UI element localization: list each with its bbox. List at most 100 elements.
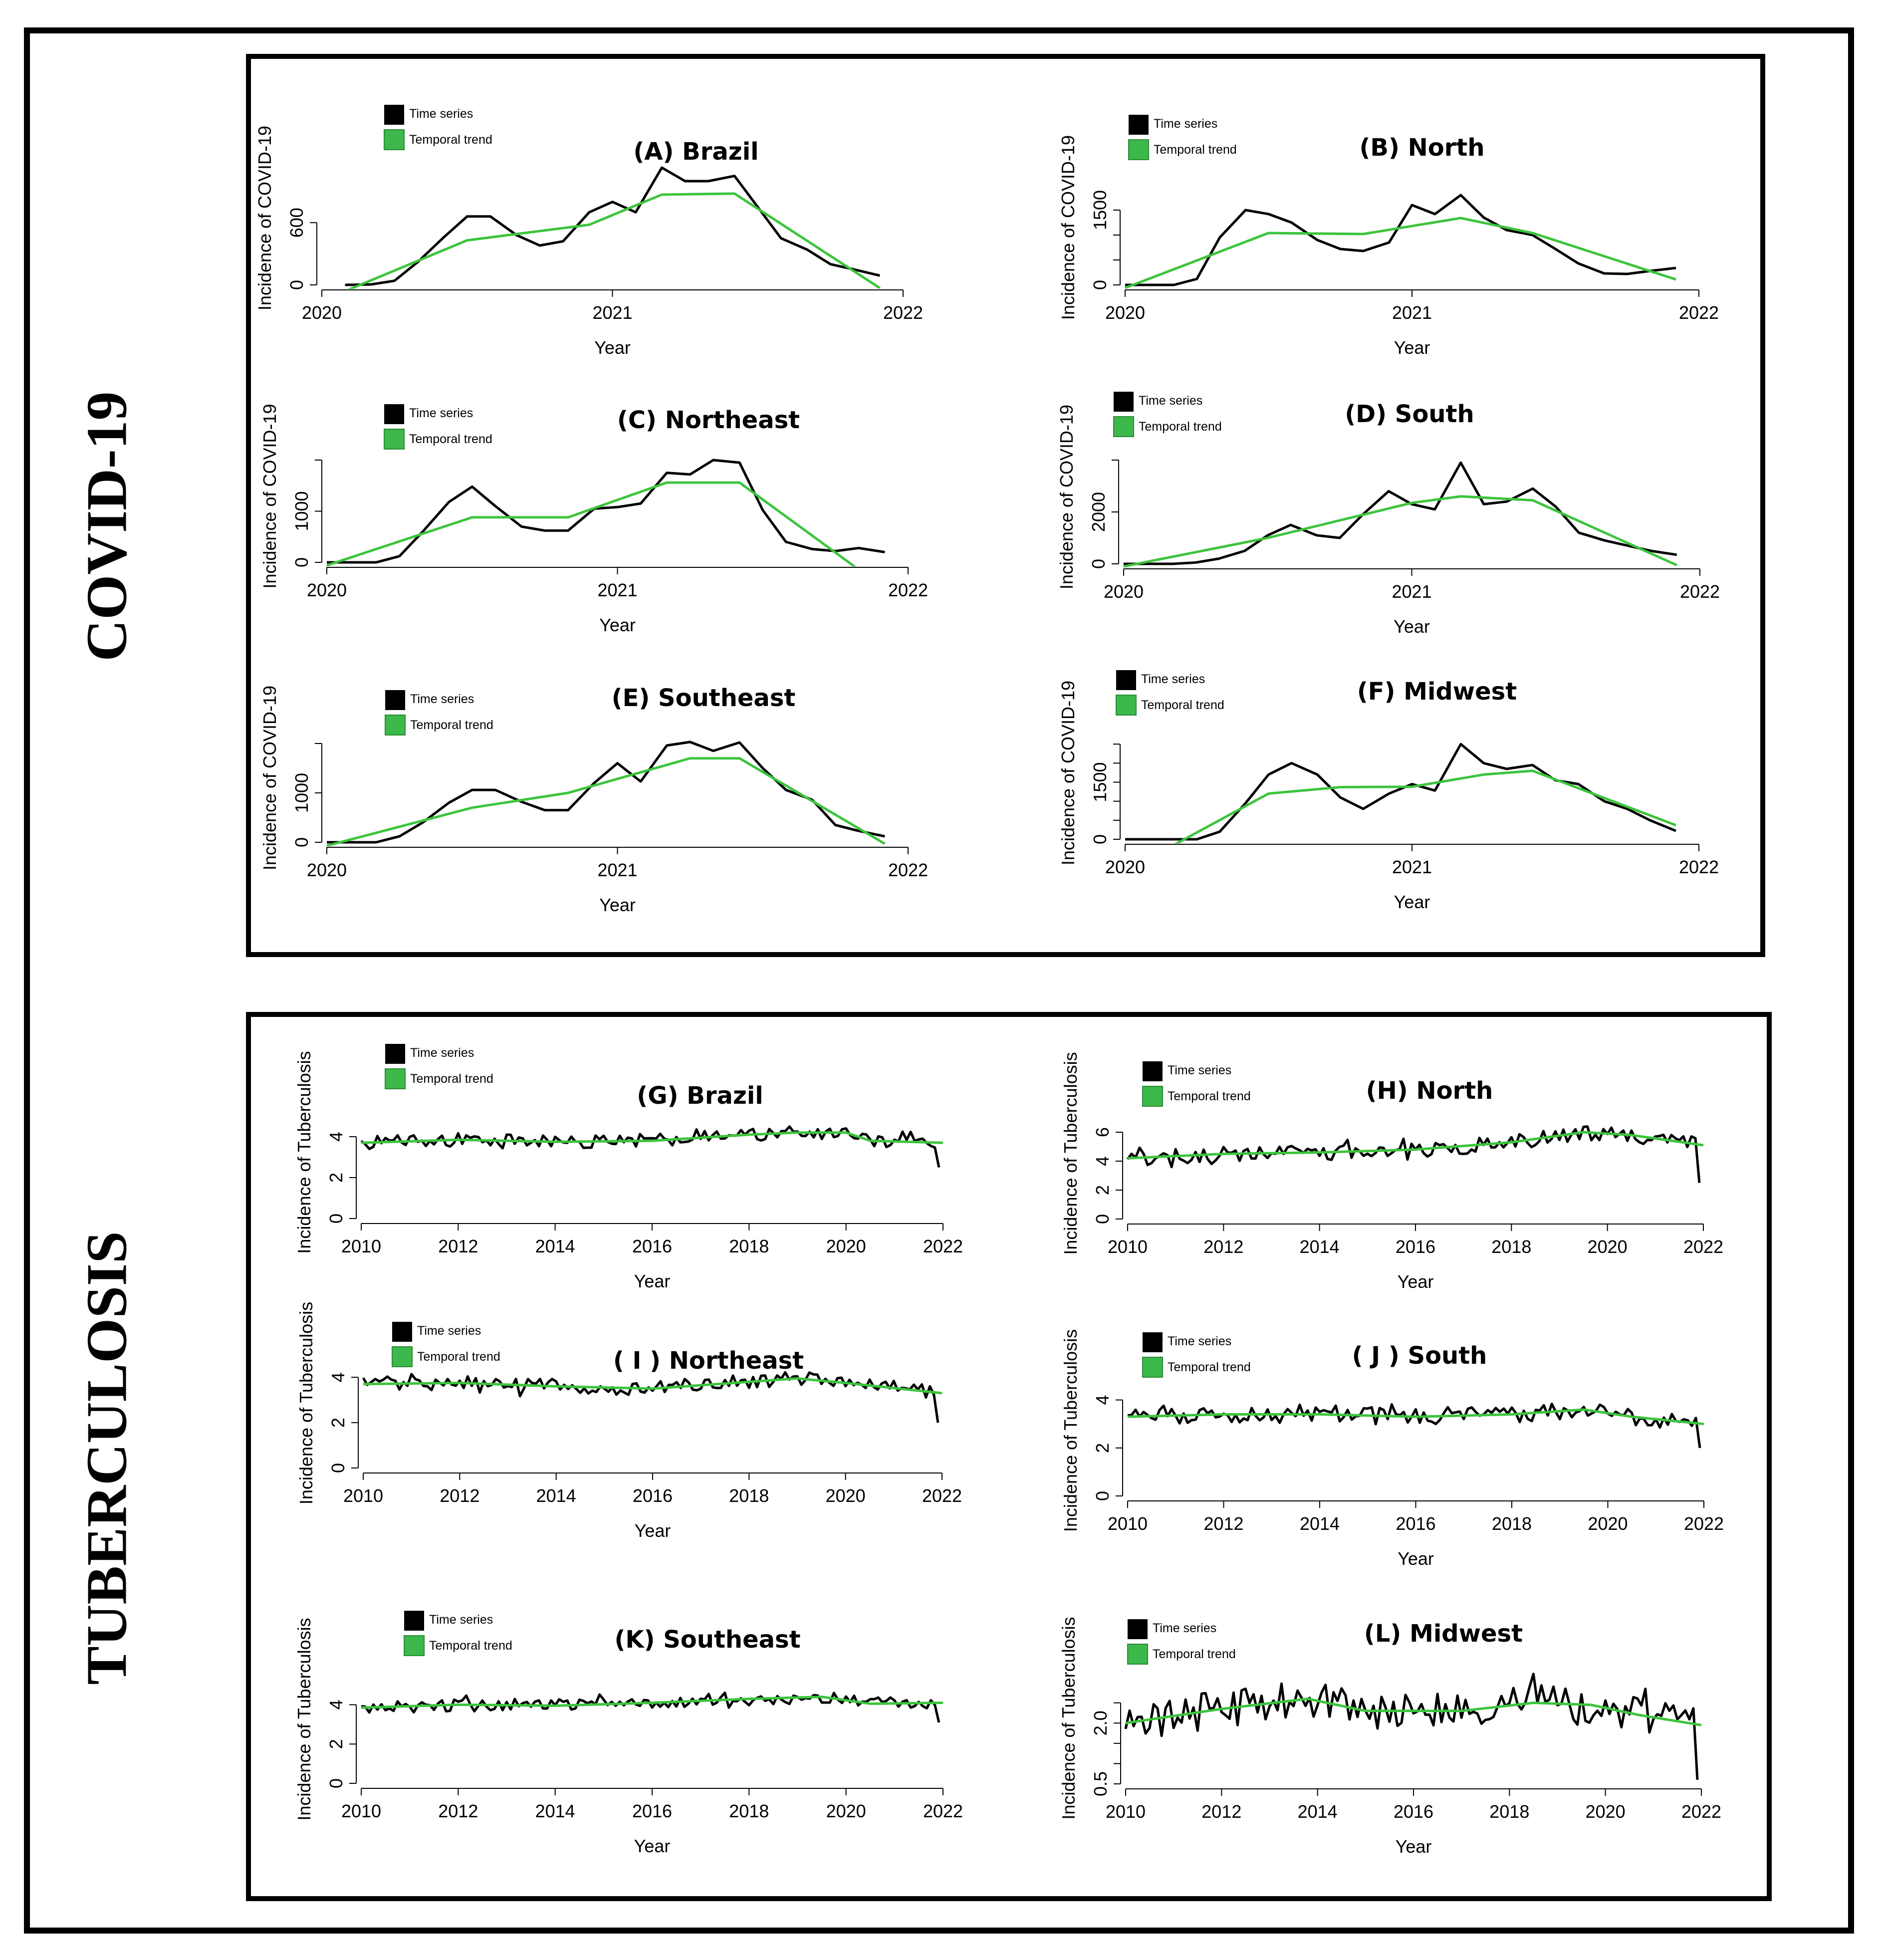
x-tick-label: 2010 (341, 1236, 381, 1256)
temporal-trend-line (326, 757, 886, 846)
x-tick-label: 2022 (1680, 581, 1720, 602)
tuberculosis-section-label: TUBERCULOSIS (75, 1231, 139, 1685)
chart-d-south-covid: 2020 2021 2022 0 2000 Year Incidence of COVID-… (1056, 392, 1720, 637)
legend-swatch-temporal-trend (384, 129, 405, 150)
y-tick-label: 1000 (291, 773, 312, 813)
x-tick-label: 2022 (923, 1236, 963, 1256)
x-axis-label: Year (599, 615, 636, 635)
x-tick-label: 2020 (307, 860, 347, 880)
x-axis-label: Year (1398, 1271, 1434, 1292)
y-tick-label: 0 (291, 837, 312, 847)
x-tick-label: 2014 (536, 1485, 576, 1506)
x-tick-label: 2014 (1298, 1801, 1338, 1822)
legend-swatch-temporal-trend (1113, 416, 1134, 437)
legend-swatch-temporal-trend (1128, 139, 1149, 160)
chart-i-northeast-tb: 2010 2012 2014 2016 2018 2020 2022 0 2 4 Year Incid… (296, 1302, 962, 1541)
chart-title: (B) North (1359, 134, 1484, 162)
y-tick-label: 4 (328, 1372, 348, 1382)
plot-area (1123, 461, 1677, 568)
plot-area (1124, 1673, 1702, 1780)
legend-swatch-time-series (1114, 392, 1134, 412)
legend-label-temporal-trend: Temporal trend (1168, 1360, 1251, 1374)
chart-title: (E) Southeast (612, 684, 796, 712)
y-axis-label: Incidence of Tuberculosis (294, 1051, 314, 1253)
x-axis-label: Year (1394, 892, 1430, 912)
x-tick-label: 2022 (1681, 1801, 1721, 1822)
legend-label-temporal-trend: Temporal trend (1168, 1089, 1251, 1103)
time-series-line (1124, 461, 1677, 565)
x-tick-label: 2022 (1683, 1236, 1723, 1257)
x-tick-label: 2018 (729, 1485, 769, 1506)
chart-title: (F) Midwest (1357, 678, 1517, 706)
legend-swatch-time-series (392, 1322, 412, 1342)
x-tick-label: 2022 (888, 860, 928, 880)
plot-area (1127, 1403, 1704, 1449)
chart-title: (D) South (1345, 400, 1474, 428)
x-axis-label: Year (1396, 1836, 1432, 1857)
temporal-trend-line (361, 1131, 943, 1144)
y-tick-label: 0 (1092, 1491, 1113, 1501)
chart-h-north-tb: 2010 2012 2014 2016 2018 2020 2022 0 2 4 6 Year Inci… (1060, 1052, 1723, 1292)
x-tick-label: 2014 (1300, 1236, 1340, 1257)
chart-title: (C) Northeast (617, 406, 800, 434)
x-axis-label: Year (1398, 1548, 1434, 1569)
chart-k-southeast-tb: 2010 2012 2014 2016 2018 2020 2022 0 2 4 Year Incid… (294, 1611, 963, 1856)
x-tick-label: 2022 (1679, 857, 1719, 877)
x-tick-label: 2018 (729, 1236, 769, 1256)
y-tick-label: 4 (1092, 1156, 1113, 1166)
x-tick-label: 2014 (535, 1801, 575, 1821)
x-tick-label: 2022 (923, 1801, 963, 1821)
legend-label-temporal-trend: Temporal trend (409, 432, 492, 446)
y-tick-label: 2 (328, 1418, 348, 1428)
y-tick-label: 2 (1092, 1185, 1113, 1195)
time-series-line (345, 166, 880, 286)
x-axis-label: Year (594, 337, 631, 358)
x-tick-label: 2020 (1104, 581, 1144, 602)
y-tick-label: 1500 (1090, 190, 1110, 230)
x-tick-label: 2020 (307, 580, 347, 600)
y-tick-label: 0 (1090, 280, 1110, 290)
plot-area (1125, 742, 1676, 843)
x-tick-label: 2020 (1588, 1236, 1628, 1257)
x-tick-label: 2022 (922, 1485, 962, 1506)
x-tick-label: 2020 (1586, 1801, 1626, 1822)
y-tick-label: 0 (286, 280, 307, 290)
legend-label-time-series: Time series (1154, 117, 1217, 131)
plot-area (326, 459, 885, 566)
x-tick-label: 2021 (597, 860, 637, 880)
x-tick-label: 2018 (729, 1801, 769, 1821)
legend-swatch-temporal-trend (1142, 1357, 1163, 1378)
plot-area (360, 1125, 943, 1168)
x-tick-label: 2021 (1392, 581, 1431, 602)
chart-title: (H) North (1366, 1077, 1493, 1105)
time-series-line (1127, 1403, 1701, 1449)
y-tick-label: 4 (1092, 1395, 1113, 1405)
legend-swatch-time-series (1128, 1619, 1148, 1639)
legend-swatch-time-series (1116, 670, 1136, 690)
temporal-trend-line (1174, 769, 1676, 843)
plot-area (361, 1692, 943, 1723)
x-tick-label: 2016 (632, 1801, 672, 1821)
legend-label-temporal-trend: Temporal trend (409, 133, 492, 147)
legend-swatch-time-series (1143, 1061, 1163, 1081)
y-tick-label: 2000 (1088, 492, 1109, 532)
chart-title: (G) Brazil (637, 1082, 763, 1110)
temporal-trend-line (361, 1696, 943, 1709)
plot-area (1125, 194, 1676, 289)
x-tick-label: 2021 (1392, 857, 1432, 877)
time-series-line (361, 1692, 940, 1723)
x-tick-label: 2020 (302, 302, 342, 323)
x-tick-label: 2016 (1396, 1513, 1435, 1534)
y-tick-label: 1500 (1090, 762, 1110, 802)
y-tick-label: 2 (326, 1739, 346, 1749)
temporal-trend-line (363, 1377, 942, 1395)
legend-swatch-temporal-trend (404, 1635, 425, 1656)
x-tick-label: 2010 (1106, 1801, 1146, 1822)
legend-label-time-series: Time series (1139, 394, 1202, 408)
legend-label-temporal-trend: Temporal trend (429, 1639, 512, 1653)
legend-label-time-series: Time series (410, 692, 474, 706)
y-tick-label: 0 (1090, 834, 1110, 844)
x-axis-label: Year (635, 1520, 671, 1541)
temporal-trend-line (326, 481, 857, 566)
x-axis-label: Year (1394, 337, 1430, 358)
